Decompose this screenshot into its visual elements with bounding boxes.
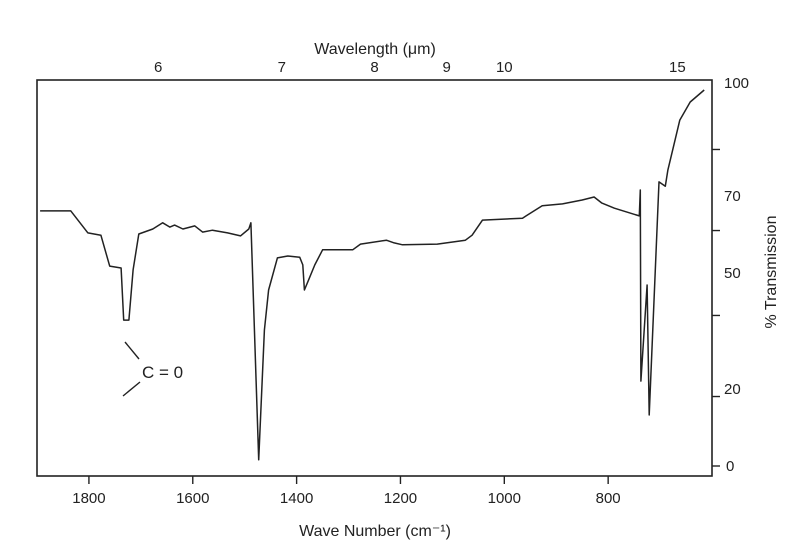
- x2-axis-ticks: 6 7 8 9 10 15: [154, 59, 686, 76]
- y-tick-label: 0: [726, 458, 734, 475]
- x2-tick-label: 15: [669, 59, 686, 76]
- y-axis-ticks: 100 70 50 20 0: [712, 75, 749, 475]
- y-tick-label: 100: [724, 75, 749, 92]
- annotation-label: C = 0: [142, 363, 183, 382]
- carbonyl-annotation: C = 0: [122, 341, 183, 397]
- x-tick-label: 800: [596, 490, 621, 507]
- plot-frame: [36, 79, 713, 477]
- x-tick-label: 1400: [280, 490, 313, 507]
- y-axis-title: % Transmission: [763, 216, 780, 329]
- spectrum-line: [40, 89, 705, 461]
- x2-tick-label: 10: [496, 59, 513, 76]
- annotation-bracket-upper: [124, 341, 140, 360]
- bottom-axis-title: Wave Number (cm⁻¹): [299, 523, 451, 540]
- top-axis-title: Wavelength (μm): [314, 41, 436, 58]
- annotation-bracket-lower: [122, 381, 141, 397]
- x-axis-ticks: 1800 1600 1400 1200 1000 800: [72, 476, 621, 507]
- x2-tick-label: 9: [442, 59, 450, 76]
- y-tick-label: 50: [724, 265, 741, 282]
- y-tick-label: 20: [724, 381, 741, 398]
- x-tick-label: 1800: [72, 490, 105, 507]
- x-tick-label: 1200: [384, 490, 417, 507]
- x2-tick-label: 8: [370, 59, 378, 76]
- x2-tick-label: 7: [278, 59, 286, 76]
- x2-tick-label: 6: [154, 59, 162, 76]
- x-tick-label: 1600: [176, 490, 209, 507]
- y-tick-label: 70: [724, 188, 741, 205]
- x-tick-label: 1000: [488, 490, 521, 507]
